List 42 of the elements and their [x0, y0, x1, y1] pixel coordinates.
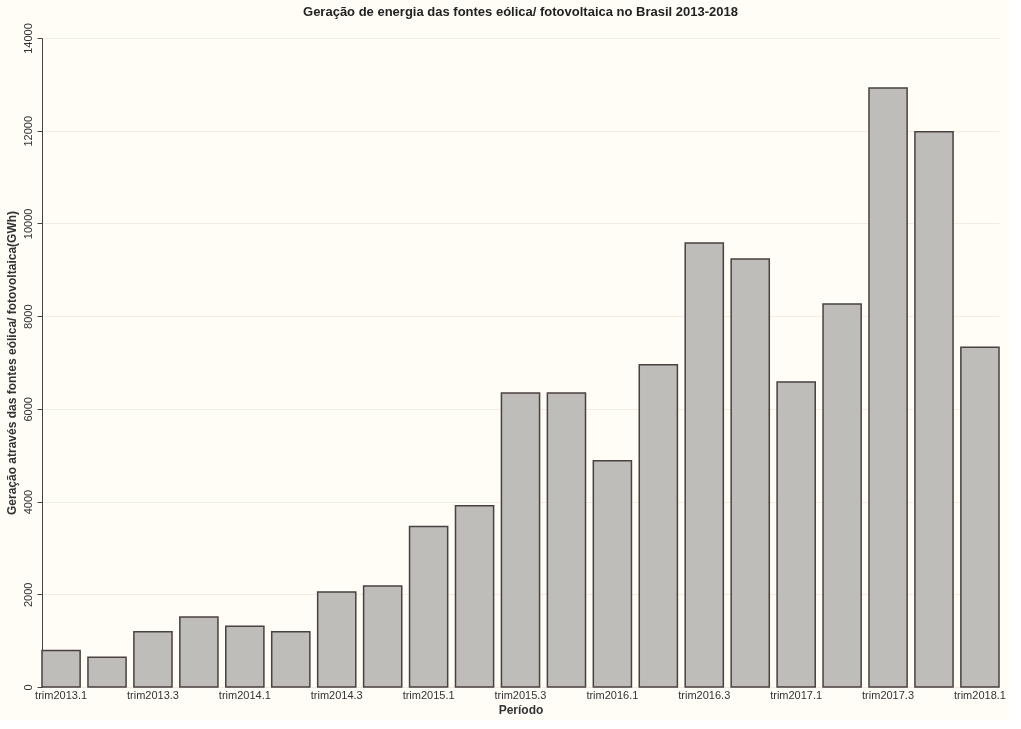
x-tick-label: trim2015.1 [402, 688, 455, 701]
x-tick-label: trim2014.1 [218, 688, 271, 701]
y-tick-label: 10000 [21, 208, 34, 240]
y-tick-label: 6000 [21, 397, 34, 422]
y-tick-label: 12000 [21, 115, 34, 147]
bar [316, 591, 357, 688]
bar [133, 631, 173, 688]
bar [270, 631, 311, 688]
x-axis-title: Período [498, 702, 544, 717]
bar [362, 585, 403, 688]
bar [776, 381, 816, 688]
chart-title: Geração de energia das fontes eólica/ fotovoltaica no Brasil 2013-2018 [303, 3, 738, 19]
bar [684, 242, 725, 688]
bar [960, 346, 1000, 688]
bar [225, 625, 265, 688]
bar [500, 392, 541, 688]
x-tick-label: trim2017.1 [770, 688, 823, 701]
x-tick-label: trim2016.1 [586, 688, 639, 701]
x-tick-label: trim2014.3 [310, 688, 363, 701]
y-tick-label: 2000 [21, 582, 34, 608]
bar [638, 364, 679, 688]
y-axis-title: Geração através das fontes eólica/ fotovoltaica(GWh) [4, 210, 19, 516]
bar [730, 258, 771, 688]
y-tick-label: 14000 [21, 23, 34, 54]
bar [408, 525, 449, 688]
x-tick-label: trim2017.3 [862, 688, 915, 701]
y-tick-label: 8000 [21, 304, 34, 329]
bar [179, 616, 219, 688]
x-tick-label: trim2013.3 [126, 688, 179, 701]
y-tick-label: 0 [21, 684, 34, 691]
bar [822, 303, 862, 688]
x-tick-label: trim2015.3 [494, 688, 547, 701]
y-tick-label: 4000 [21, 489, 34, 515]
bar [592, 460, 633, 688]
bar [454, 504, 495, 688]
x-tick-label: trim2018.1 [953, 688, 1006, 701]
bar [546, 392, 587, 688]
bar [868, 87, 908, 688]
x-tick-label: trim2016.3 [678, 688, 731, 701]
bar [87, 656, 127, 688]
bar [914, 130, 954, 688]
x-tick-label: trim2013.1 [35, 688, 88, 701]
